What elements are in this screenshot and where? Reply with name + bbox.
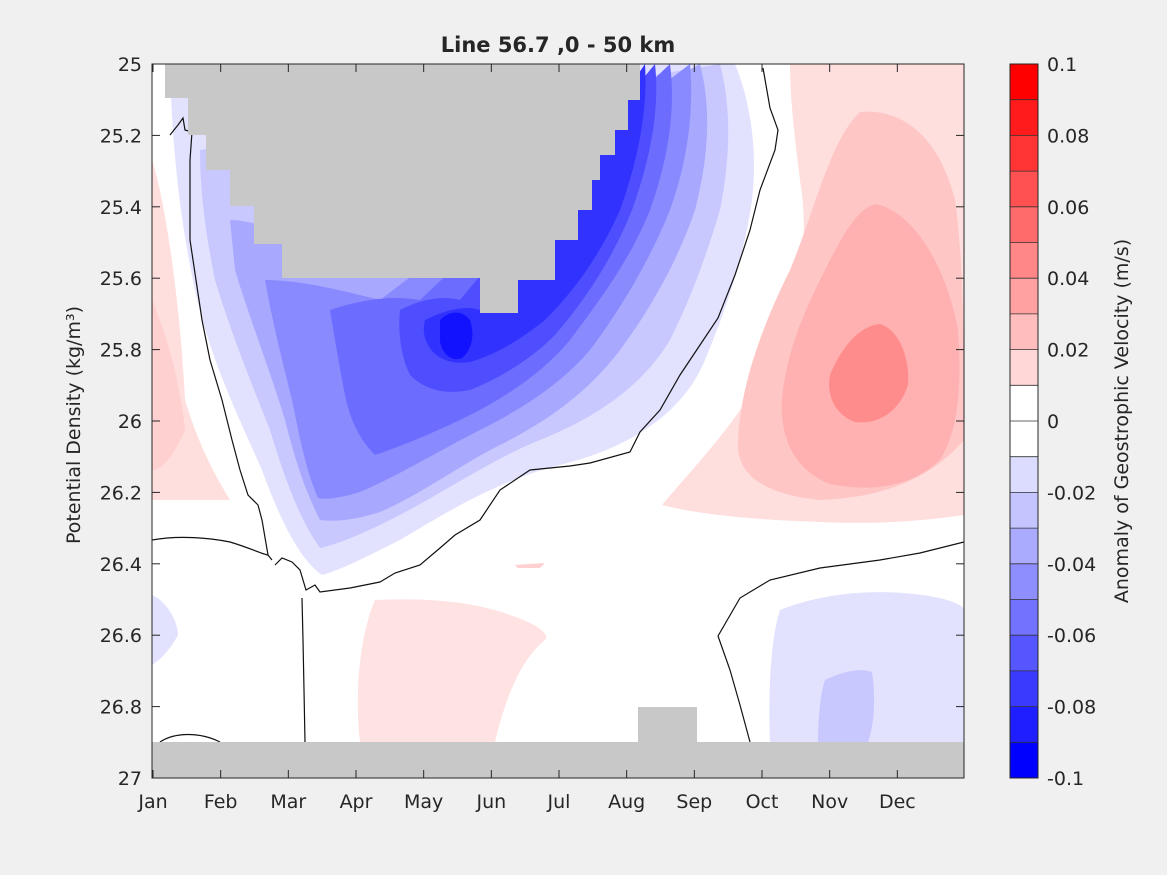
no-data-top bbox=[165, 64, 640, 313]
positive-speck bbox=[515, 563, 545, 568]
y-tick-label: 25.6 bbox=[100, 268, 142, 290]
y-tick-label: 25.8 bbox=[100, 340, 142, 362]
colorbar-segment bbox=[1010, 706, 1038, 743]
zero-contours bbox=[152, 67, 964, 743]
negative-band-bottom-right-inner bbox=[818, 670, 875, 742]
colorbar-tick-label: 0.1 bbox=[1047, 54, 1077, 76]
positive-core-right bbox=[829, 324, 909, 423]
x-tick-label: Nov bbox=[811, 791, 848, 813]
y-axis-label: Potential Density (kg/m³) bbox=[63, 306, 85, 544]
colorbar-label: Anomaly of Geostrophic Velocity (m/s) bbox=[1111, 239, 1133, 603]
y-tick-label: 26 bbox=[118, 411, 142, 433]
colorbar-tick-label: -0.02 bbox=[1047, 482, 1096, 504]
colorbar-segment bbox=[1010, 349, 1038, 386]
colorbar-segment bbox=[1010, 385, 1038, 422]
y-tick-label: 26.6 bbox=[100, 625, 142, 647]
x-tick-label: Apr bbox=[340, 791, 373, 813]
x-tick-label: Feb bbox=[204, 791, 238, 813]
plot-area bbox=[151, 63, 965, 779]
x-tick-label: Oct bbox=[746, 791, 779, 813]
colorbar-frame bbox=[1009, 63, 1039, 779]
colorbar-segment bbox=[1010, 563, 1038, 600]
x-tick-label: Jun bbox=[475, 791, 506, 813]
colorbar-segment bbox=[1010, 64, 1038, 101]
x-tick-label: Aug bbox=[608, 791, 645, 813]
x-tick-label: Sep bbox=[676, 791, 712, 813]
y-tick-label: 26.4 bbox=[100, 554, 142, 576]
x-axis: Jan Feb Mar Apr May Jun Jul Aug Sep Oct Nov Dec bbox=[137, 64, 916, 813]
zero-contour-vertical bbox=[301, 597, 306, 743]
colorbar-segment bbox=[1010, 528, 1038, 565]
colorbar-segment bbox=[1010, 242, 1038, 279]
colorbar-segment bbox=[1010, 635, 1038, 672]
colorbar-tick-label: 0.06 bbox=[1047, 197, 1089, 219]
colorbar-segment bbox=[1010, 599, 1038, 636]
colorbar-tick-label: -0.06 bbox=[1047, 625, 1096, 647]
colorbar-tick-label: 0.08 bbox=[1047, 125, 1089, 147]
zero-contour-centre bbox=[274, 67, 779, 593]
chart-title: Line 56.7 ,0 - 50 km bbox=[441, 33, 676, 57]
positive-band-left-inner bbox=[152, 300, 185, 470]
zero-contour-bottom-right-down bbox=[717, 635, 751, 743]
y-tick-label: 25.4 bbox=[100, 197, 142, 219]
y-tick-label: 26.8 bbox=[100, 697, 142, 719]
colorbar-segment bbox=[1010, 313, 1038, 351]
positive-band-bottom bbox=[357, 599, 547, 742]
x-tick-label: May bbox=[404, 791, 443, 813]
colorbar-segment bbox=[1010, 421, 1038, 458]
y-tick-label: 26.2 bbox=[100, 482, 142, 504]
x-tick-label: Jan bbox=[137, 791, 167, 813]
y-tick-label: 27 bbox=[118, 768, 142, 790]
zero-contour-left bbox=[169, 116, 273, 561]
colorbar-segment bbox=[1010, 278, 1038, 315]
x-tick-label: Jul bbox=[547, 791, 571, 813]
negative-band-bottom-right bbox=[769, 592, 964, 742]
colorbar: 0.1 0.08 0.06 0.04 0.02 0 -0.02 -0.04 -0.06 -0.08… bbox=[1009, 54, 1096, 790]
negative-band-bottom-left bbox=[152, 595, 178, 665]
colorbar-segment bbox=[1010, 171, 1038, 208]
colorbar-segment bbox=[1010, 206, 1038, 243]
x-tick-label: Dec bbox=[879, 791, 916, 813]
no-data-bottom-bump bbox=[638, 707, 697, 742]
contour-field bbox=[152, 64, 964, 778]
colorbar-segment bbox=[1010, 99, 1038, 136]
colorbar-segment bbox=[1010, 135, 1038, 172]
zero-contour-bottom-right bbox=[717, 541, 964, 637]
zero-contour-loop bbox=[152, 536, 269, 556]
colorbar-tick-label: -0.08 bbox=[1047, 697, 1096, 719]
colorbar-tick-label: 0 bbox=[1047, 411, 1059, 433]
colorbar-tick-label: 0.02 bbox=[1047, 340, 1089, 362]
y-axis: 25 25.2 25.4 25.6 25.8 26 26.2 26.4 26.6 26.8 27 bbox=[100, 54, 964, 790]
y-tick-label: 25.2 bbox=[100, 125, 142, 147]
colorbar-tick-label: -0.04 bbox=[1047, 554, 1096, 576]
zero-contour-bottom-left-arc bbox=[159, 733, 221, 743]
no-data-bottom bbox=[152, 742, 964, 778]
colorbar-segment bbox=[1010, 670, 1038, 708]
colorbar-segment bbox=[1010, 492, 1038, 529]
negative-core bbox=[440, 312, 473, 360]
y-tick-label: 25 bbox=[118, 54, 142, 76]
x-tick-label: Mar bbox=[270, 791, 306, 813]
colorbar-tick-label: -0.1 bbox=[1047, 768, 1084, 790]
colorbar-segment bbox=[1010, 742, 1038, 779]
colorbar-segment bbox=[1010, 456, 1038, 493]
colorbar-tick-label: 0.04 bbox=[1047, 268, 1089, 290]
